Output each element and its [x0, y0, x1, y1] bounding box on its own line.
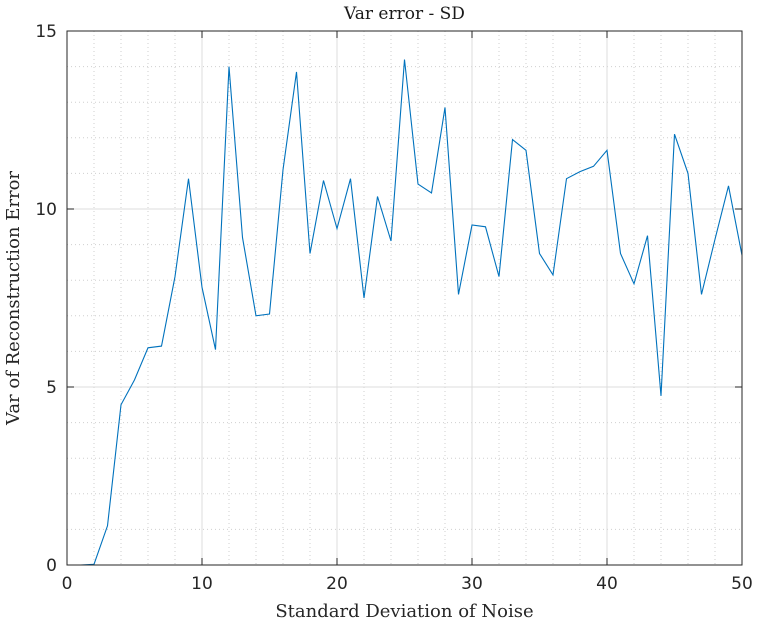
series-layer: [80, 59, 743, 566]
series-line: [80, 59, 743, 566]
x-tick-label: 10: [191, 574, 213, 594]
minor-grid: [67, 31, 742, 565]
axes-box: [66, 30, 743, 566]
axis-ticks: [66, 30, 743, 566]
y-axis-label: Var of Reconstruction Error: [3, 171, 24, 426]
y-tick-label: 0: [46, 556, 57, 576]
chart-title: Var error - SD: [343, 4, 465, 24]
y-tick-label: 5: [46, 378, 57, 398]
y-tick-label: 15: [35, 22, 57, 42]
x-axis-label: Standard Deviation of Noise: [275, 601, 533, 622]
x-tick-label: 30: [461, 574, 483, 594]
x-tick-label: 40: [596, 574, 618, 594]
x-tick-label: 20: [326, 574, 348, 594]
x-tick-label: 50: [731, 574, 753, 594]
x-tick-label: 0: [62, 574, 73, 594]
y-tick-label: 10: [35, 200, 57, 220]
tick-labels: 0 10 20 30 40 50 0 5 10 15: [35, 22, 752, 594]
